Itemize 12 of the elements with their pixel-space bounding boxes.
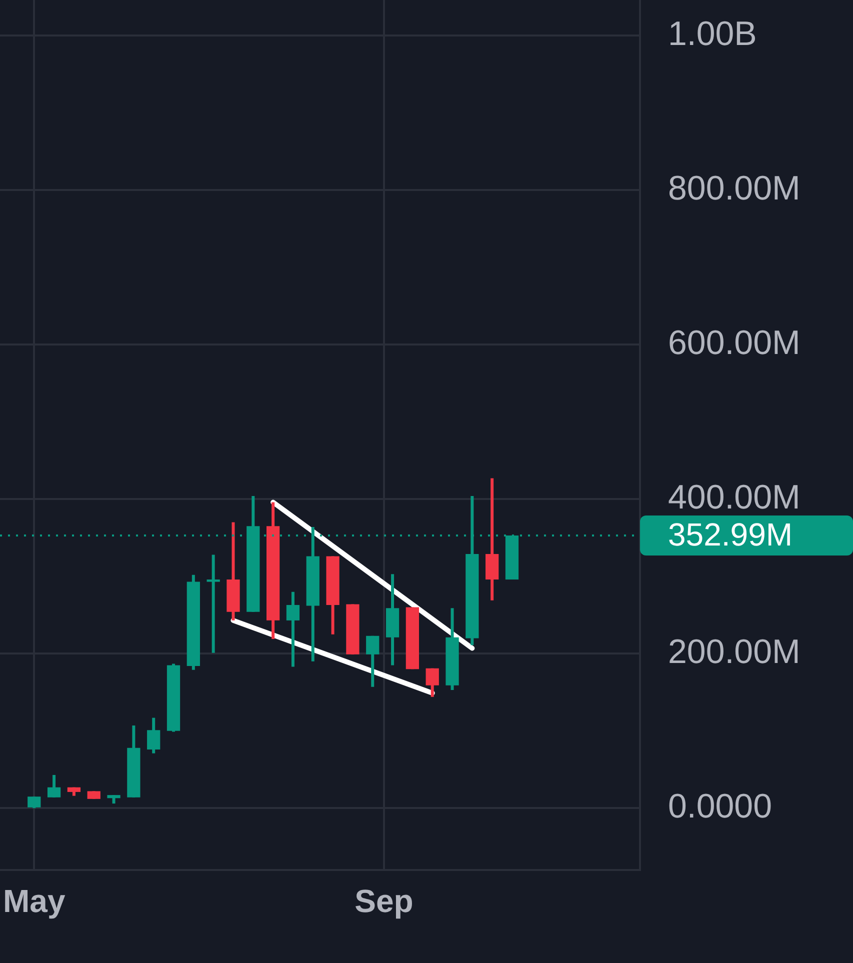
y-tick-label: 400.00M	[668, 478, 800, 517]
x-tick-label: May	[3, 883, 66, 920]
y-tick-label: 0.0000	[668, 788, 772, 826]
candlestick	[406, 607, 420, 670]
y-tick-label: 800.00M	[668, 169, 800, 208]
y-tick-label: 200.00M	[668, 633, 800, 672]
candlestick	[87, 791, 100, 799]
y-tick-label: 1.00B	[668, 14, 757, 53]
ref-line-label: 352.99M	[668, 516, 793, 552]
y-tick-label: 600.00M	[668, 324, 800, 362]
x-tick-label: Sep	[354, 883, 414, 920]
candlestick	[346, 604, 360, 654]
